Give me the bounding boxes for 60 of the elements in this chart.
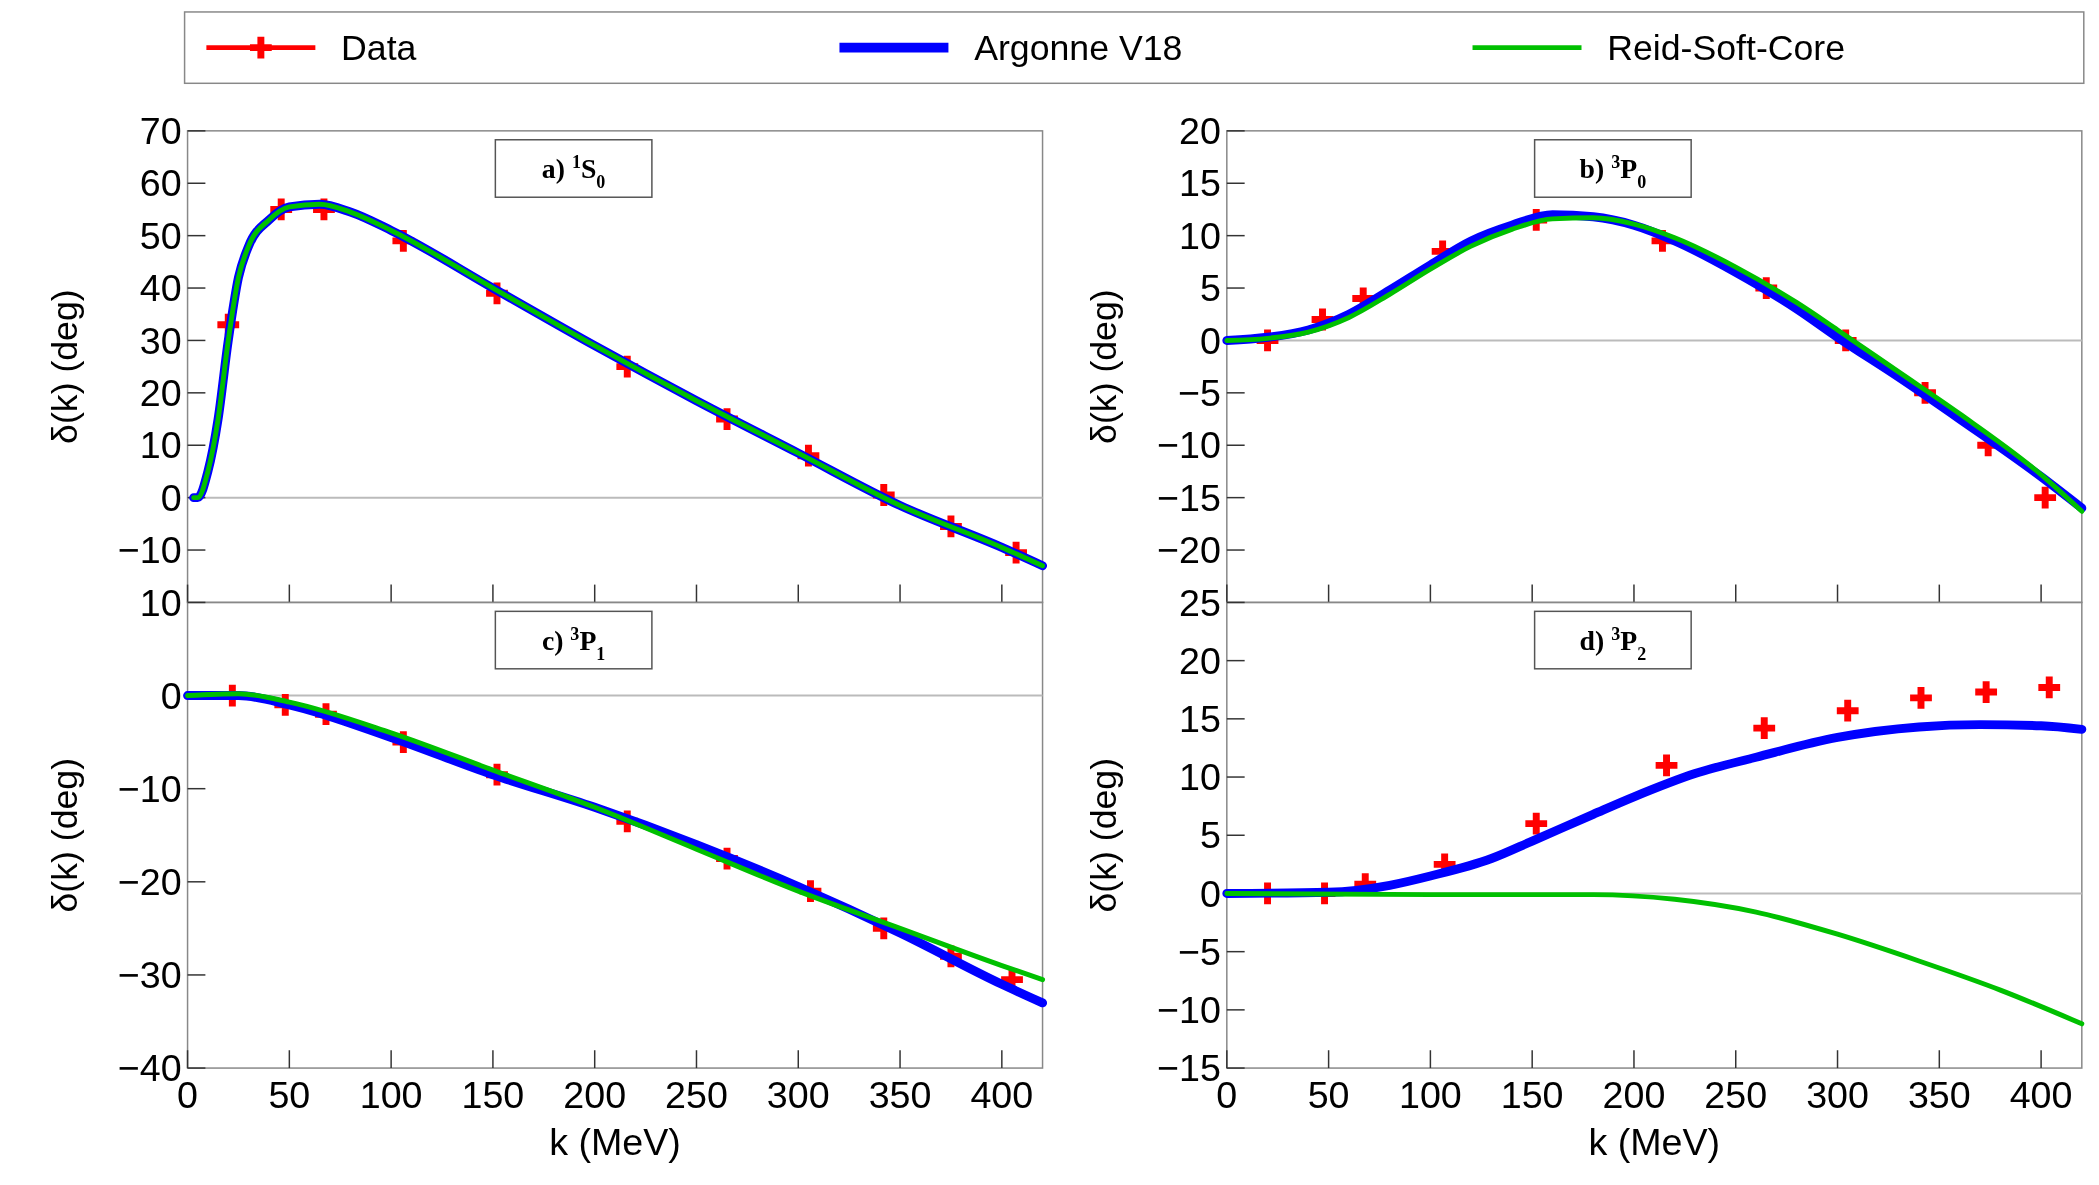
x-axis-title: k (MeV) bbox=[549, 1121, 681, 1164]
y-tick-label: −10 bbox=[1157, 989, 1221, 1032]
y-tick-label: 15 bbox=[1179, 162, 1221, 205]
y-tick-label: 0 bbox=[160, 674, 182, 717]
y-tick-label: 60 bbox=[139, 162, 182, 205]
x-tick-label: 400 bbox=[970, 1073, 1034, 1116]
y-tick-label: −10 bbox=[117, 529, 182, 572]
text: c) $^{3}$P$_{1}$ bbox=[541, 623, 606, 664]
y-tick-label: 40 bbox=[139, 267, 182, 310]
y-tick-label: −5 bbox=[1177, 930, 1221, 973]
y-tick-label: 10 bbox=[139, 424, 182, 467]
y-tick-label: −30 bbox=[117, 954, 182, 997]
y-tick-label: 25 bbox=[1179, 581, 1221, 624]
x-tick-label: 200 bbox=[563, 1073, 627, 1116]
y-tick-label: −10 bbox=[1157, 424, 1221, 467]
x-tick-label: 350 bbox=[1907, 1073, 1971, 1116]
y-tick-label: 5 bbox=[1199, 814, 1221, 857]
y-tick-label: 10 bbox=[1179, 214, 1221, 257]
x-tick-label: 50 bbox=[268, 1073, 311, 1116]
x-tick-label: 100 bbox=[359, 1073, 423, 1116]
text: b) $^{3}$P$_{0}$ bbox=[1579, 152, 1647, 193]
y-tick-label: −15 bbox=[1157, 476, 1221, 519]
y-tick-label: 20 bbox=[139, 372, 182, 415]
x-tick-label: 200 bbox=[1602, 1073, 1666, 1116]
y-axis-title: δ(k) (deg) bbox=[1083, 757, 1124, 913]
y-axis-title: δ(k) (deg) bbox=[44, 757, 85, 913]
y-tick-label: 0 bbox=[160, 476, 182, 519]
y-tick-label: 50 bbox=[139, 214, 182, 257]
y-tick-label: −5 bbox=[1177, 372, 1221, 415]
x-tick-label: 150 bbox=[461, 1073, 525, 1116]
y-tick-label: 0 bbox=[1199, 319, 1221, 362]
text: d) $^{3}$P$_{2}$ bbox=[1579, 623, 1647, 664]
x-tick-label: 350 bbox=[868, 1073, 932, 1116]
y-tick-label: −20 bbox=[117, 860, 182, 903]
x-tick-label: 250 bbox=[1704, 1073, 1768, 1116]
x-tick-label: 150 bbox=[1500, 1073, 1564, 1116]
x-tick-label: 400 bbox=[2009, 1073, 2073, 1116]
y-axis-title: δ(k) (deg) bbox=[1083, 289, 1124, 444]
y-tick-label: 20 bbox=[1179, 639, 1221, 682]
y-tick-label: 10 bbox=[139, 581, 182, 624]
y-tick-label: 5 bbox=[1199, 267, 1221, 310]
y-tick-label: 10 bbox=[1179, 756, 1221, 799]
x-axis-title: k (MeV) bbox=[1588, 1121, 1721, 1164]
legend-label: Reid-Soft-Core bbox=[1607, 28, 1846, 69]
y-tick-label: 0 bbox=[1199, 872, 1221, 915]
legend-label: Data bbox=[341, 28, 417, 69]
x-tick-label: 300 bbox=[766, 1073, 830, 1116]
y-tick-label: 20 bbox=[1179, 110, 1221, 153]
y-tick-label: 30 bbox=[139, 319, 182, 362]
y-tick-label: −10 bbox=[117, 767, 182, 810]
text: a) $^{1}$S$_{0}$ bbox=[541, 152, 606, 193]
x-tick-label: 250 bbox=[665, 1073, 728, 1116]
y-tick-label: −20 bbox=[1157, 529, 1221, 572]
y-axis-title: δ(k) (deg) bbox=[44, 289, 85, 444]
x-tick-label: 300 bbox=[1806, 1073, 1869, 1116]
y-tick-label: 70 bbox=[139, 110, 182, 153]
y-tick-label: 15 bbox=[1179, 698, 1221, 741]
x-tick-label: 50 bbox=[1307, 1073, 1350, 1116]
legend-label: Argonne V18 bbox=[974, 28, 1183, 69]
x-tick-label: 100 bbox=[1399, 1073, 1462, 1116]
